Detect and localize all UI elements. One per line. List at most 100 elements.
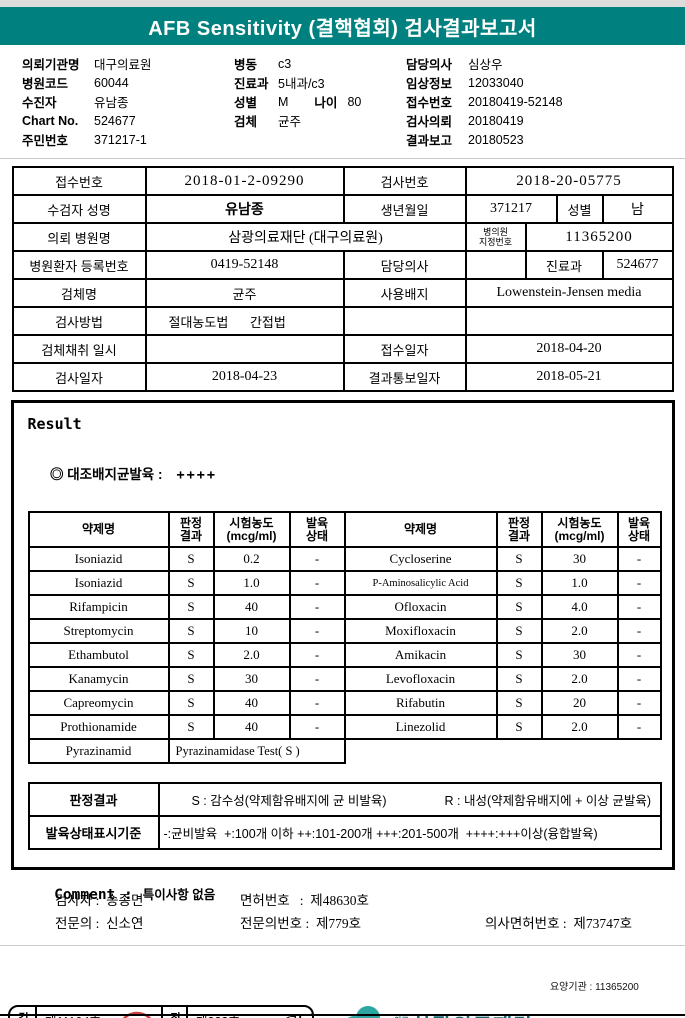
info-label: 성별 bbox=[234, 96, 258, 110]
concentration-cell: 1.0 bbox=[540, 570, 619, 596]
judgement-cell: S bbox=[167, 714, 215, 740]
info-value: 유남종 bbox=[94, 96, 129, 110]
cell-label: 검사방법 bbox=[11, 306, 147, 336]
info-label: 병동 bbox=[234, 58, 258, 72]
top-strip bbox=[0, 0, 685, 7]
info-row: 수진자 유남종 bbox=[22, 92, 234, 111]
cell-value: 균주 bbox=[144, 278, 345, 308]
patient-info-section: 의뢰기관명 대구의료원 병원코드 60044 수진자 유남종 Chart No. 524… bbox=[0, 45, 685, 149]
examiner-number: 제11194호 bbox=[45, 1014, 101, 1018]
concentration-cell: 2.0 bbox=[212, 642, 291, 668]
info-value: 524677 bbox=[94, 113, 136, 128]
info-row: 결과보고 20180523 bbox=[406, 130, 676, 149]
concentration-cell: 4.0 bbox=[540, 594, 619, 620]
info-label: Chart No. bbox=[22, 113, 79, 128]
growth-cell: - bbox=[616, 594, 662, 620]
lab-address-block: 요양기관 : 11365200 서울특별시 서초구 양재동 9-60 대표번호 … bbox=[550, 953, 680, 1018]
cell-label: 접수일자 bbox=[342, 334, 467, 364]
info-label: 주민번호 bbox=[22, 134, 69, 148]
examiner-stamp-info: 제11194호 최 삼 규 bbox=[37, 1007, 161, 1018]
drug-name-cell: Streptomycin bbox=[27, 618, 170, 644]
header-judgement: 판정 결과 bbox=[495, 511, 543, 548]
report-title-banner: AFB Sensitivity (결핵협회) 검사결과보고서 bbox=[0, 7, 685, 45]
legend-table: 판정결과 S : 감수성(약제함유배지에 균 비발육) R : 내성(약제함유배… bbox=[27, 782, 662, 850]
header-drug-name: 약제명 bbox=[27, 511, 170, 548]
growth-cell: - bbox=[288, 690, 346, 716]
header-drug-name: 약제명 bbox=[343, 511, 498, 548]
organization-name-block: 의료 법인 삼광의료재단 Samkwang Medical Laboratori… bbox=[394, 1010, 542, 1018]
table-row: Pyrazinamid Pyrazinamidase Test( S ) bbox=[27, 738, 346, 764]
judgement-cell: S bbox=[167, 570, 215, 596]
judgement-cell: S bbox=[167, 546, 215, 572]
info-value: 대구의료원 bbox=[94, 58, 152, 72]
growth-cell: - bbox=[616, 642, 662, 668]
header-growth: 발육 상태 bbox=[288, 511, 346, 548]
info-value: 20180419 bbox=[468, 113, 524, 128]
drug-name-cell: Ofloxacin bbox=[343, 594, 498, 620]
specialist-role-label: 전문의 bbox=[161, 1007, 188, 1018]
concentration-cell: 30 bbox=[540, 546, 619, 572]
table-row: 검사일자 2018-04-23 결과통보일자 2018-05-21 bbox=[11, 362, 674, 392]
info-column-right: 담당의사 심상우 임상정보 12033040 접수번호 20180419-52148 … bbox=[406, 54, 676, 149]
comment-value: 특이사항 없음 bbox=[142, 888, 216, 902]
report-title: AFB Sensitivity (결핵협회) 검사결과보고서 bbox=[148, 17, 537, 40]
cell-value: 2018-01-2-09290 bbox=[144, 166, 345, 196]
specialist-name-line: 전문의 : 신소연 bbox=[55, 915, 144, 931]
info-label: 진료과 bbox=[234, 77, 269, 91]
info-value: 20180523 bbox=[468, 132, 524, 147]
info-row: 병동 c3 bbox=[234, 54, 406, 73]
drug-table-header-row: 약제명 판정 결과 시험농도 (mcg/ml) 발육 상태 약제명 판정 결과 … bbox=[27, 511, 662, 548]
table-row: 검사방법 절대농도법 간접법 bbox=[11, 306, 674, 336]
growth-cell: - bbox=[288, 570, 346, 596]
info-value: 5내과/c3 bbox=[278, 77, 325, 91]
cell-label: 검체명 bbox=[11, 278, 147, 308]
cell-value: 절대농도법 간접법 bbox=[144, 306, 345, 336]
info-row: Chart No. 524677 bbox=[22, 111, 234, 130]
header-concentration: 시험농도 (mcg/ml) bbox=[212, 511, 291, 548]
header-judgement: 판정 결과 bbox=[167, 511, 215, 548]
judgement-cell: S bbox=[167, 666, 215, 692]
legend-resistant: R : 내성(약제함유배지에 + 이상 균발육) bbox=[444, 794, 652, 808]
concentration-cell: 2.0 bbox=[540, 618, 619, 644]
doctor-license-line: 의사면허번호 : 제73747호 bbox=[485, 915, 632, 931]
info-label: 검사의뢰 bbox=[406, 115, 453, 129]
section-divider bbox=[0, 158, 685, 159]
table-row: 판정결과 S : 감수성(약제함유배지에 균 비발육) R : 내성(약제함유배… bbox=[27, 782, 662, 817]
info-column-middle: 병동 c3 진료과 5내과/c3 성별 M 나이 80 검체 균주 bbox=[234, 54, 406, 149]
info-value: 균주 bbox=[278, 115, 302, 129]
cell-label: 병원환자 등록번호 bbox=[11, 250, 147, 280]
judgement-cell: S bbox=[167, 594, 215, 620]
result-box: Result ◎ 대조배지균발육 : ++++ 약제명 판정 결과 시험농도 (m… bbox=[10, 400, 675, 903]
info-row: 진료과 5내과/c3 bbox=[234, 73, 406, 92]
org-name: 삼광의료재단 bbox=[412, 1010, 534, 1018]
info-row: 의뢰기관명 대구의료원 bbox=[22, 54, 234, 73]
table-row: 접수번호 2018-01-2-09290 검사번호 2018-20-05775 bbox=[11, 166, 674, 196]
info-row: 담당의사 심상우 bbox=[406, 54, 676, 73]
org-type-label: 의료 법인 bbox=[394, 1016, 409, 1018]
cell-label: 결과통보일자 bbox=[342, 362, 467, 392]
growth-cell: - bbox=[288, 618, 346, 644]
drug-name-cell: Linezolid bbox=[343, 714, 498, 740]
drug-sensitivity-table: 약제명 판정 결과 시험농도 (mcg/ml) 발육 상태 약제명 판정 결과 … bbox=[27, 511, 662, 740]
cell-value: 2018-05-21 bbox=[464, 362, 674, 392]
specialist-number-line: 전문의번호 : 제779호 bbox=[240, 915, 362, 931]
info-label: 나이 bbox=[314, 96, 338, 110]
judgement-cell: S bbox=[495, 690, 543, 716]
judgement-cell: S bbox=[495, 642, 543, 668]
growth-cell: - bbox=[616, 666, 662, 692]
control-growth-value: ++++ bbox=[176, 467, 217, 483]
stamp-section: 검사자 제11194호 최 삼 규 전문의 제333호 지 현 영 Chi SM… bbox=[0, 945, 685, 1018]
table-row: 검체채취 일시 접수일자 2018-04-20 bbox=[11, 334, 674, 364]
care-institution-number: 요양기관 : 11365200 bbox=[549, 982, 639, 993]
legend-label: 발육상태표시기준 bbox=[27, 815, 160, 850]
drug-name-cell: Capreomycin bbox=[27, 690, 170, 716]
control-growth-label: ◎ 대조배지균발육 : bbox=[50, 467, 163, 482]
comment-line: Comment : 특이사항 없음 bbox=[28, 866, 658, 922]
concentration-cell: 30 bbox=[540, 642, 619, 668]
cell-value: 2018-04-23 bbox=[144, 362, 345, 392]
cell-value: 2018-04-20 bbox=[464, 334, 674, 364]
cell-label: 생년월일 bbox=[342, 194, 467, 224]
drug-table-row: Capreomycin S 40- Rifabutin S 20- bbox=[27, 690, 662, 716]
growth-cell: - bbox=[616, 690, 662, 716]
bottom-border-line bbox=[0, 1014, 685, 1016]
